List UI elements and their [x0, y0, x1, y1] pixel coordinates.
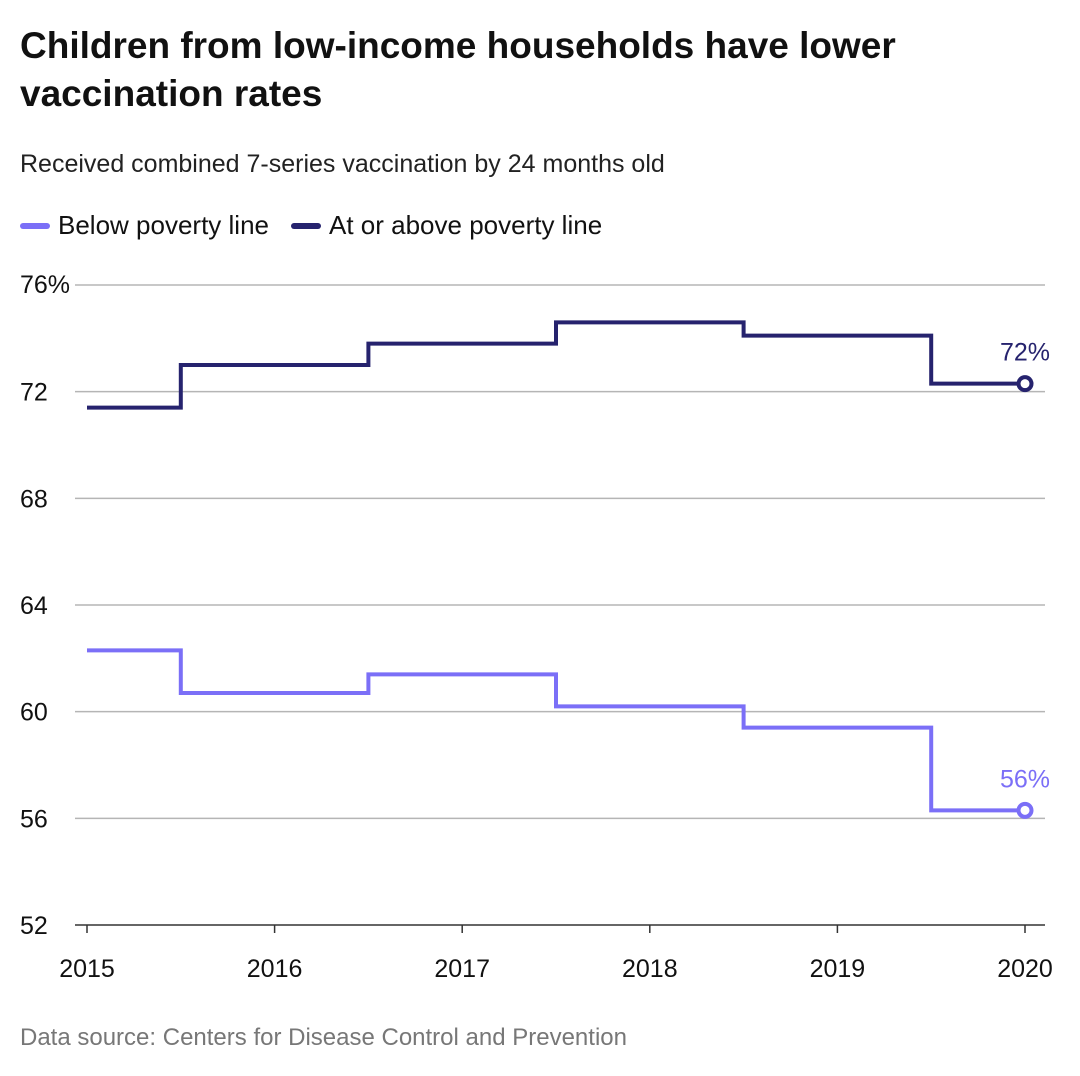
- legend-item-below: Below poverty line: [20, 210, 269, 241]
- x-tick-label: 2020: [997, 955, 1053, 983]
- series-line-0: [87, 648, 1025, 813]
- y-tick-label: 56: [20, 805, 48, 833]
- x-tick-label: 2016: [247, 955, 303, 983]
- chart-title: Children from low-income households have…: [20, 25, 896, 114]
- y-tick-label: 68: [20, 485, 48, 513]
- chart-subtitle: Received combined 7-series vaccination b…: [20, 150, 665, 178]
- x-tick-label: 2017: [434, 955, 490, 983]
- legend: Below poverty line At or above poverty l…: [20, 210, 602, 241]
- y-tick-label: 64: [20, 592, 48, 620]
- y-tick-label: 60: [20, 699, 48, 727]
- end-value-label: 72%: [1000, 339, 1050, 367]
- y-tick-label: 52: [20, 912, 48, 940]
- legend-item-above: At or above poverty line: [291, 210, 602, 241]
- legend-label-above: At or above poverty line: [329, 210, 603, 240]
- x-tick-label: 2018: [622, 955, 678, 983]
- end-point-marker: [1016, 801, 1034, 819]
- x-tick-label: 2019: [810, 955, 866, 983]
- legend-label-below: Below poverty line: [58, 210, 269, 240]
- data-source: Data source: Centers for Disease Control…: [20, 1024, 627, 1051]
- end-point-marker: [1016, 375, 1034, 393]
- legend-swatch-below: [20, 222, 50, 229]
- x-tick-label: 2015: [59, 955, 115, 983]
- end-value-label: 56%: [1000, 765, 1050, 793]
- legend-swatch-above: [291, 222, 321, 229]
- y-tick-label: 72: [20, 379, 48, 407]
- y-tick-label: 76%: [20, 271, 70, 299]
- series-line-1: [87, 320, 1025, 410]
